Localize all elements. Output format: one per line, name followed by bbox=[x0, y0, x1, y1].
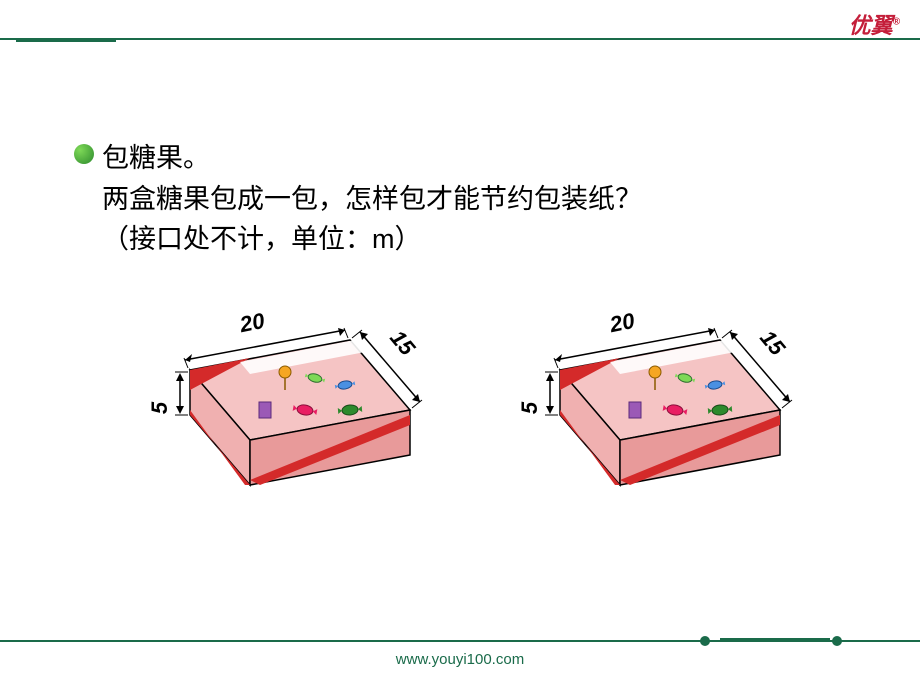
text-line-3: （接口处不计，单位：m） bbox=[102, 219, 642, 260]
logo-text: 优翼 bbox=[849, 13, 893, 38]
footer-dot-2 bbox=[832, 636, 842, 646]
candy-box-right: 20 15 5 bbox=[500, 310, 800, 560]
dim-length-right: 20 bbox=[608, 308, 637, 338]
dim-height-left: 5 bbox=[147, 402, 173, 414]
box-svg-left bbox=[130, 310, 430, 560]
header-rule bbox=[0, 38, 920, 40]
dim-length-left: 20 bbox=[238, 308, 267, 338]
header-rule-accent bbox=[16, 38, 116, 42]
footer-rule-accent bbox=[720, 638, 830, 642]
text-line-2: 两盒糖果包成一包，怎样包才能节约包装纸？ bbox=[102, 179, 642, 220]
bullet-icon bbox=[74, 144, 94, 164]
box-svg-right bbox=[500, 310, 800, 560]
problem-text: 包糖果。 两盒糖果包成一包，怎样包才能节约包装纸？ （接口处不计，单位：m） bbox=[102, 138, 642, 260]
text-line-1: 包糖果。 bbox=[102, 138, 642, 179]
footer-dot-1 bbox=[700, 636, 710, 646]
diagram-area: 20 15 5 bbox=[130, 310, 810, 560]
candy-box-left: 20 15 5 bbox=[130, 310, 430, 560]
logo-reg: ® bbox=[893, 17, 900, 28]
brand-logo: 优翼® bbox=[849, 8, 900, 40]
dim-height-right: 5 bbox=[517, 402, 543, 414]
footer-url: www.youyi100.com bbox=[0, 651, 920, 668]
